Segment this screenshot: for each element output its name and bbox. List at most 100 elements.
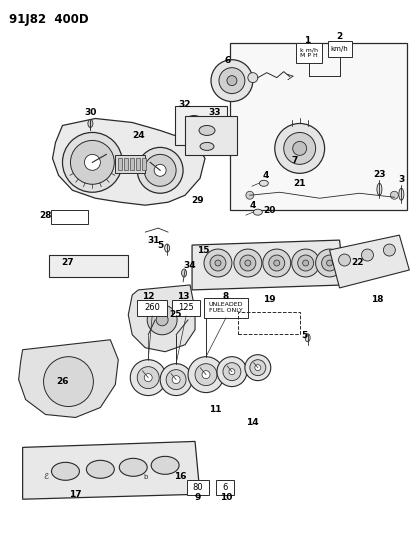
Text: 23: 23	[372, 170, 385, 179]
Text: 24: 24	[132, 131, 144, 140]
Polygon shape	[229, 43, 406, 210]
Circle shape	[254, 365, 260, 370]
Bar	[137, 300, 167, 316]
Circle shape	[144, 374, 152, 382]
Polygon shape	[128, 285, 195, 352]
Text: 5: 5	[301, 332, 307, 340]
Circle shape	[233, 249, 261, 277]
Text: 21: 21	[293, 179, 305, 188]
Text: k m/h
M P H: k m/h M P H	[299, 47, 317, 58]
Circle shape	[202, 370, 209, 378]
Ellipse shape	[187, 133, 201, 141]
Circle shape	[160, 364, 192, 395]
Text: 4: 4	[249, 201, 255, 209]
Text: 19: 19	[263, 295, 275, 304]
Ellipse shape	[164, 244, 169, 252]
Text: 5: 5	[157, 240, 163, 249]
Circle shape	[223, 362, 240, 381]
Circle shape	[195, 364, 216, 385]
Text: 14: 14	[245, 418, 258, 427]
Ellipse shape	[253, 209, 262, 215]
Text: 15: 15	[196, 246, 209, 255]
Bar	[295, 43, 321, 63]
Circle shape	[291, 249, 319, 277]
Bar	[216, 480, 233, 495]
Ellipse shape	[376, 183, 381, 195]
Circle shape	[144, 155, 176, 186]
Circle shape	[249, 360, 265, 376]
Bar	[50, 210, 88, 224]
Ellipse shape	[304, 334, 309, 342]
Text: 10: 10	[219, 492, 232, 502]
Text: 4: 4	[262, 171, 268, 180]
Ellipse shape	[199, 142, 214, 150]
Text: 31: 31	[147, 236, 159, 245]
Ellipse shape	[86, 461, 114, 478]
Text: 6: 6	[222, 483, 227, 492]
Text: 18: 18	[370, 295, 383, 304]
Bar	[172, 300, 199, 316]
Bar	[130, 158, 134, 171]
Text: ℰ: ℰ	[43, 472, 48, 481]
Bar	[175, 106, 226, 146]
Text: 34: 34	[183, 261, 196, 270]
Text: 2: 2	[336, 33, 342, 41]
Circle shape	[147, 305, 177, 335]
Bar	[118, 158, 122, 171]
Text: 9: 9	[195, 492, 201, 502]
Circle shape	[156, 314, 168, 326]
Circle shape	[338, 254, 350, 266]
Bar	[142, 158, 146, 171]
Bar	[115, 156, 145, 173]
Bar	[237, 312, 299, 334]
Circle shape	[361, 249, 373, 261]
Circle shape	[130, 360, 166, 395]
Circle shape	[262, 249, 290, 277]
Circle shape	[273, 260, 279, 266]
Circle shape	[84, 155, 100, 171]
Ellipse shape	[181, 269, 186, 277]
Polygon shape	[329, 235, 408, 288]
Circle shape	[209, 255, 225, 271]
Text: 91J82  400D: 91J82 400D	[9, 13, 88, 26]
Circle shape	[315, 249, 343, 277]
Circle shape	[321, 255, 337, 271]
Text: 17: 17	[69, 490, 81, 499]
Bar	[124, 158, 128, 171]
Text: 33: 33	[208, 108, 221, 117]
Circle shape	[211, 60, 252, 102]
Text: 80: 80	[192, 483, 203, 492]
Circle shape	[154, 164, 166, 176]
Circle shape	[274, 124, 324, 173]
Text: 6: 6	[224, 56, 230, 65]
Circle shape	[268, 255, 284, 271]
Ellipse shape	[398, 188, 403, 200]
Circle shape	[137, 148, 183, 193]
Circle shape	[239, 255, 255, 271]
Text: 125: 125	[178, 303, 193, 312]
Circle shape	[292, 141, 306, 156]
Bar	[187, 480, 209, 495]
Circle shape	[302, 260, 308, 266]
Ellipse shape	[199, 125, 214, 135]
Text: b: b	[142, 474, 147, 480]
Text: 3: 3	[397, 175, 404, 184]
Circle shape	[247, 72, 257, 83]
Polygon shape	[192, 240, 344, 290]
Circle shape	[137, 367, 159, 389]
Circle shape	[283, 133, 315, 164]
Ellipse shape	[119, 458, 147, 477]
Circle shape	[382, 244, 394, 256]
Circle shape	[228, 369, 234, 375]
Circle shape	[188, 357, 223, 393]
Ellipse shape	[151, 456, 179, 474]
Text: UNLEADED
FUEL ONLY: UNLEADED FUEL ONLY	[208, 302, 242, 313]
Circle shape	[70, 140, 114, 184]
Circle shape	[326, 260, 332, 266]
Text: 11: 11	[208, 405, 221, 414]
Polygon shape	[19, 340, 118, 417]
Text: 13: 13	[176, 293, 189, 301]
Circle shape	[214, 260, 221, 266]
Polygon shape	[23, 441, 199, 499]
Circle shape	[218, 68, 244, 94]
